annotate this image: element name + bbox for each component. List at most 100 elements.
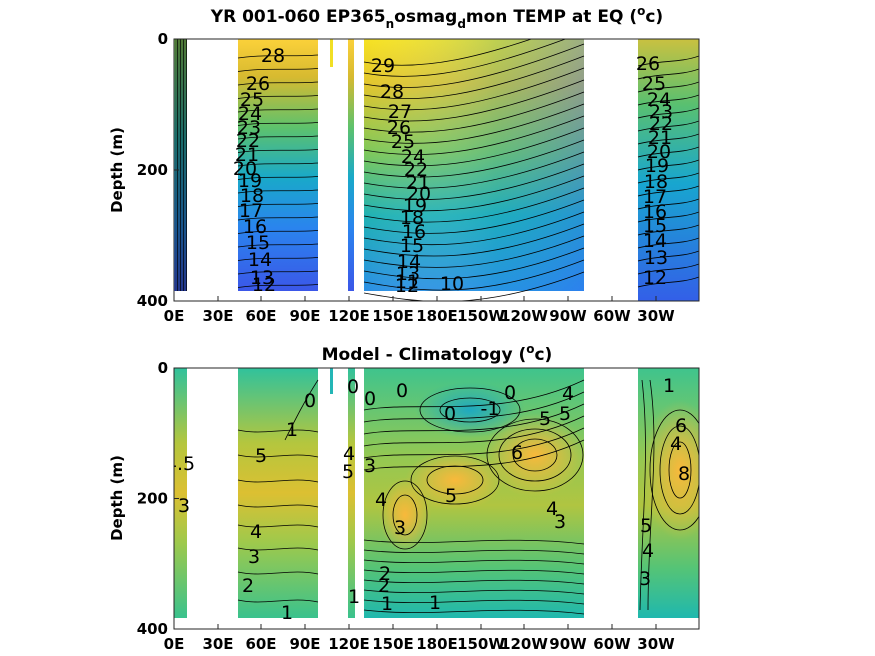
contour-line bbox=[637, 94, 699, 106]
contour-line bbox=[363, 175, 585, 212]
contour-line bbox=[237, 68, 319, 72]
bottom-y-ticks: 0 200 400 bbox=[137, 359, 179, 638]
contour-label: 2 bbox=[378, 575, 390, 597]
contour-line bbox=[237, 81, 319, 86]
contour-label: 4 bbox=[375, 489, 387, 511]
contour-line bbox=[237, 122, 319, 126]
contour-label: 26 bbox=[387, 117, 411, 139]
contour-label: 20 bbox=[407, 183, 431, 205]
contour-label: 1 bbox=[429, 592, 441, 614]
contour-label: 22 bbox=[236, 130, 260, 152]
contour-label: 17 bbox=[239, 200, 263, 222]
contour-label: 25 bbox=[240, 89, 264, 111]
y-tick-label: 0 bbox=[158, 30, 168, 48]
contour-label: 26 bbox=[246, 73, 270, 95]
contour-line bbox=[237, 95, 319, 99]
contour-line bbox=[363, 187, 585, 223]
x-tick-label: 90W bbox=[549, 307, 587, 325]
contour-line bbox=[363, 67, 585, 111]
contour-label: 24 bbox=[401, 146, 425, 168]
y-tick-label: 200 bbox=[137, 490, 168, 508]
contour-line bbox=[237, 135, 319, 140]
contour-label: 4 bbox=[250, 521, 262, 543]
contour-label: 3 bbox=[178, 495, 190, 517]
contour-label: 26 bbox=[636, 53, 660, 75]
contour-label: 10 bbox=[440, 273, 464, 295]
top-contour-lines bbox=[175, 39, 699, 301]
contour-label: 24 bbox=[238, 103, 262, 125]
top-ylabel: Depth (m) bbox=[108, 127, 126, 213]
contour-line bbox=[363, 199, 585, 234]
x-tick-label: 180E bbox=[416, 307, 458, 325]
contour-label: 22 bbox=[404, 159, 428, 181]
contour-line bbox=[363, 415, 585, 447]
contour-label: 15 bbox=[643, 215, 667, 237]
contour-label: 1 bbox=[281, 602, 293, 624]
bot-field-west bbox=[174, 368, 187, 618]
contour-label: 2 bbox=[242, 575, 254, 597]
contour-label: 12 bbox=[252, 274, 276, 296]
contour-label: 19 bbox=[645, 155, 669, 177]
contour-label: 23 bbox=[649, 101, 673, 123]
contour-line bbox=[512, 438, 558, 472]
contour-line bbox=[237, 54, 319, 59]
top-heatmap: 2826252423222120191817161514131229282726… bbox=[174, 39, 699, 301]
x-tick-label: 30W bbox=[637, 635, 675, 653]
contour-line bbox=[363, 569, 585, 575]
contour-line bbox=[410, 455, 500, 505]
y-tick-label: 200 bbox=[137, 161, 168, 179]
contour-label: 0 bbox=[504, 382, 516, 404]
contour-label: 4 bbox=[670, 433, 682, 455]
x-tick-label: 30E bbox=[202, 307, 233, 325]
contour-label: 21 bbox=[235, 144, 259, 166]
contour-line bbox=[637, 120, 699, 132]
contour-line bbox=[639, 379, 646, 611]
contour-line bbox=[363, 43, 585, 88]
contour-label: 29 bbox=[371, 55, 395, 77]
contour-line bbox=[237, 599, 319, 603]
contour-line bbox=[284, 379, 319, 441]
contour-line bbox=[363, 439, 585, 471]
x-tick-label: 30W bbox=[637, 307, 675, 325]
bot-hot-atlantic bbox=[642, 400, 699, 540]
contour-line bbox=[237, 454, 319, 458]
contour-label: 1 bbox=[663, 375, 675, 397]
x-tick-label: 150W bbox=[457, 635, 505, 653]
contour-line bbox=[637, 224, 699, 236]
contour-label: 28 bbox=[380, 81, 404, 103]
contour-label: 17 bbox=[643, 186, 667, 208]
contour-line bbox=[363, 579, 585, 585]
x-tick-label: 60E bbox=[245, 635, 276, 653]
contour-label: 5 bbox=[640, 515, 652, 537]
contour-line bbox=[237, 230, 319, 234]
contour-line bbox=[237, 176, 319, 180]
x-tick-label: 90W bbox=[549, 635, 587, 653]
bot-field-isle bbox=[330, 368, 333, 394]
x-tick-label: 0E bbox=[164, 635, 185, 653]
contour-label: 20 bbox=[647, 141, 671, 163]
contour-line bbox=[363, 127, 585, 167]
contour-label: 4 bbox=[562, 383, 574, 405]
contour-label: 24 bbox=[647, 89, 671, 111]
contour-label: 0 bbox=[396, 380, 408, 402]
x-tick-label: 90E bbox=[289, 635, 320, 653]
contour-line bbox=[637, 263, 699, 275]
contour-label: 13 bbox=[250, 267, 274, 289]
contour-label: 0 bbox=[304, 390, 316, 412]
contour-label: 0 bbox=[347, 376, 359, 398]
contour-line bbox=[363, 151, 585, 189]
contour-label: 1 bbox=[286, 419, 298, 441]
contour-line bbox=[363, 609, 585, 615]
contour-line bbox=[647, 379, 655, 611]
contour-line bbox=[637, 159, 699, 171]
x-tick-label: 120E bbox=[328, 635, 370, 653]
contour-label: 5 bbox=[342, 461, 354, 483]
contour-label: 4 bbox=[546, 498, 558, 520]
contour-label: 15 bbox=[246, 232, 270, 254]
contour-line bbox=[637, 55, 699, 67]
contour-label: 16 bbox=[643, 201, 667, 223]
contour-label: 3 bbox=[554, 511, 566, 533]
contour-label: 4 bbox=[642, 540, 654, 562]
contour-label: 5 bbox=[445, 485, 457, 507]
